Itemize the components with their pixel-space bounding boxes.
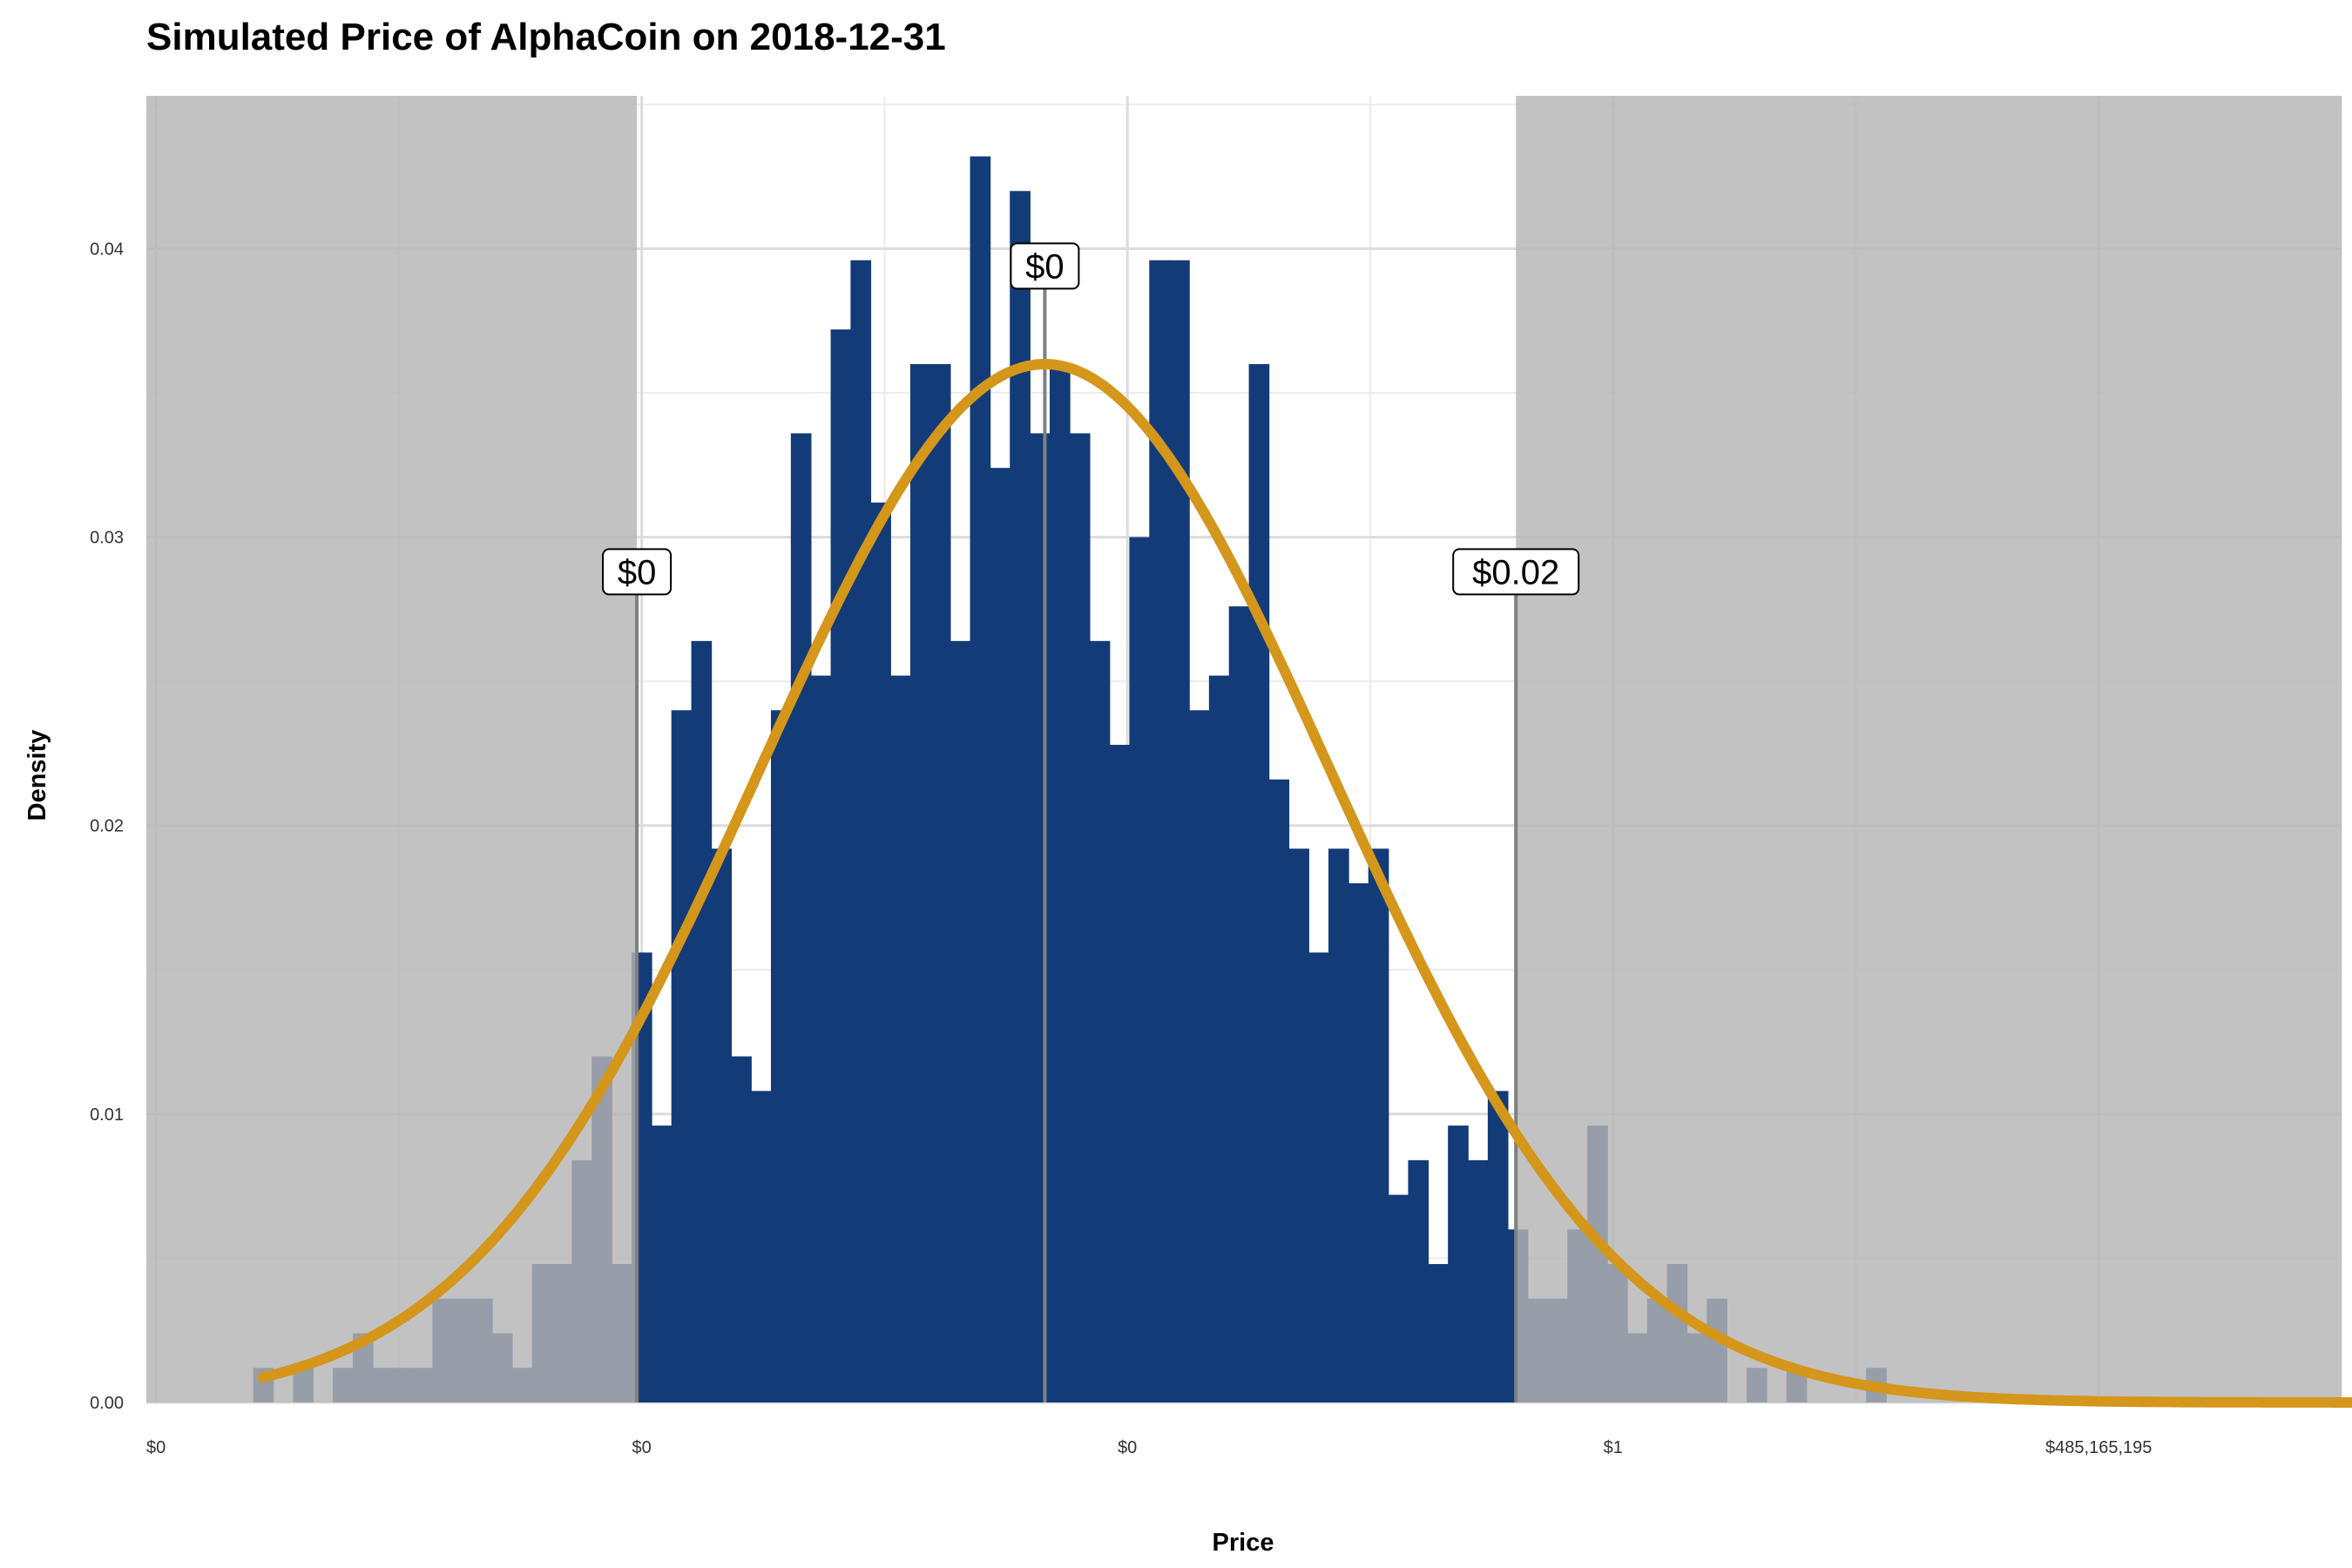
histogram-bar xyxy=(1169,260,1190,1403)
y-tick-label: 0.01 xyxy=(90,1105,124,1125)
histogram-bar xyxy=(1129,537,1151,1402)
histogram-bar xyxy=(1448,1125,1469,1402)
histogram-bar xyxy=(929,363,951,1402)
histogram-bar xyxy=(970,156,991,1403)
histogram-bar xyxy=(1468,1159,1489,1402)
x-tick-label: $0 xyxy=(1118,1438,1137,1457)
histogram-bar xyxy=(810,675,832,1402)
histogram-bar xyxy=(770,710,792,1402)
y-tick-label: 0.04 xyxy=(90,240,124,259)
histogram-bar xyxy=(1308,952,1329,1402)
histogram-bar xyxy=(1228,606,1250,1402)
histogram-bar xyxy=(651,1125,672,1402)
histogram-bar xyxy=(1328,848,1349,1402)
histogram-bar xyxy=(1089,640,1111,1402)
callout-label: $0.02 xyxy=(1472,553,1559,591)
histogram-bar xyxy=(890,675,911,1402)
histogram-bar xyxy=(1208,675,1230,1402)
callout-box xyxy=(1010,242,1080,290)
histogram-bar xyxy=(671,710,693,1402)
histogram-bar xyxy=(909,363,931,1402)
histogram-bar xyxy=(691,640,713,1402)
histogram-bar xyxy=(1149,260,1170,1403)
density-curve-layer xyxy=(257,359,2352,1408)
histogram-bar xyxy=(1189,710,1210,1402)
histogram-bar xyxy=(1010,191,1031,1403)
y-tick-label: 0.02 xyxy=(90,817,124,836)
y-axis-title: Density xyxy=(24,730,51,821)
histogram-bar xyxy=(1109,745,1131,1402)
callout-labels: $0 $0 $0.02 xyxy=(602,242,1580,596)
histogram-bar xyxy=(711,848,733,1402)
histogram-bar xyxy=(1288,848,1309,1402)
histogram-bar xyxy=(751,1091,772,1402)
histogram-bar xyxy=(1428,1264,1449,1402)
shaded-regions xyxy=(146,96,2342,1402)
histogram-bar xyxy=(1030,433,1051,1402)
histogram-bar xyxy=(850,260,872,1403)
density-curve xyxy=(257,359,2352,1408)
histogram-bar xyxy=(1368,848,1389,1402)
histogram-bar xyxy=(990,468,1011,1402)
x-tick-label: $0 xyxy=(632,1438,652,1457)
histogram-bar xyxy=(790,433,812,1402)
histogram-bar xyxy=(1408,1159,1429,1402)
x-axis-title: Price xyxy=(1213,1529,1274,1557)
histogram-bar xyxy=(1049,363,1071,1402)
histogram-bar xyxy=(1388,1194,1409,1402)
axis-labels: Price Density 0.000.010.020.030.04$0 $0 $0… xyxy=(24,240,2152,1557)
shaded-region xyxy=(1516,96,2342,1402)
shaded-region xyxy=(146,96,638,1402)
histogram-bar xyxy=(1268,779,1290,1402)
histogram-bar xyxy=(1348,882,1369,1402)
histogram-bar xyxy=(1487,1091,1509,1402)
histogram-bar xyxy=(830,329,852,1402)
x-tick-label: $1 xyxy=(1604,1438,1623,1457)
histogram-bar xyxy=(731,1056,752,1402)
x-tick-label: $0 xyxy=(146,1438,166,1457)
callout-label: $0 xyxy=(618,553,657,591)
histogram-bar xyxy=(950,640,971,1402)
callout-box xyxy=(1452,548,1580,596)
y-tick-label: 0.03 xyxy=(90,529,124,548)
x-tick-label: $485,165,195 xyxy=(2045,1438,2152,1457)
histogram-bar xyxy=(1248,363,1270,1402)
histogram-bar xyxy=(870,502,891,1402)
y-tick-label: 0.00 xyxy=(90,1394,124,1413)
chart-title: Simulated Price of AlphaCoin on 2018-12-… xyxy=(146,16,946,58)
callout-label: $0 xyxy=(1025,247,1064,286)
callout-box xyxy=(602,548,672,596)
histogram-bar xyxy=(1069,433,1091,1402)
